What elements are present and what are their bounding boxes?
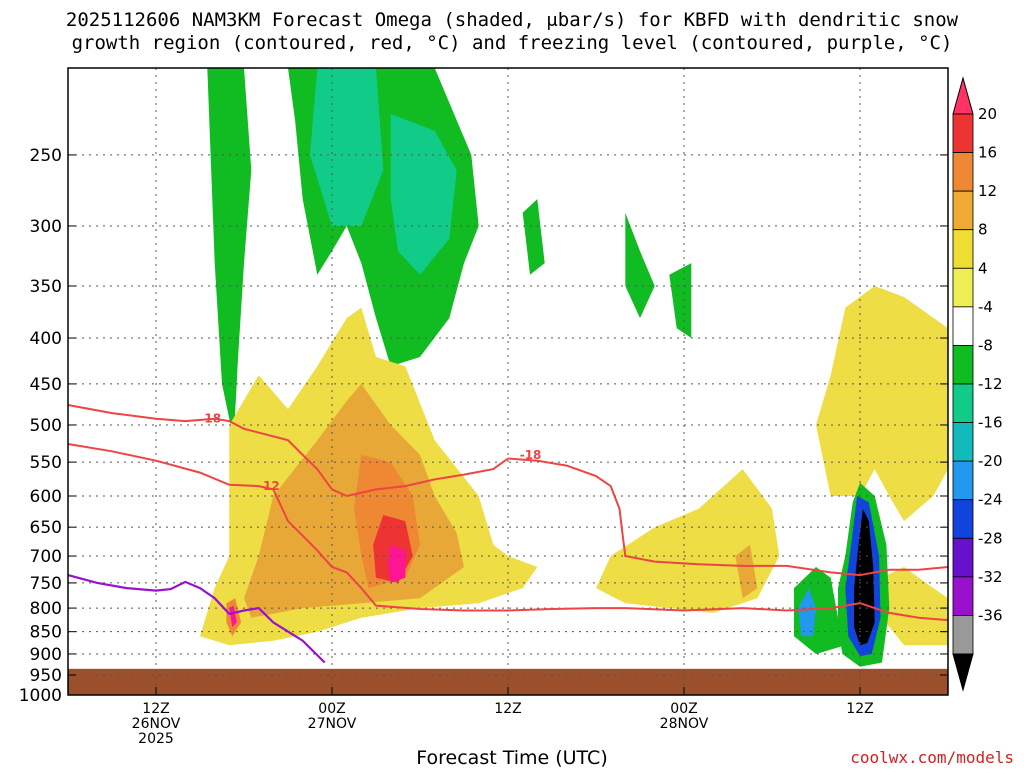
y-tick-label-850: 850 <box>30 623 62 643</box>
colorbar-label-10: -24 <box>978 491 1003 509</box>
colorbar: 20 16 12 8 4 -4 -8 -12 -16 -20 -24 -28 -32 -36 <box>952 76 1003 692</box>
contour-dgz-minus18-right <box>507 457 949 577</box>
colorbar-box-7 <box>952 345 974 385</box>
x-tick-label-18-0: 00Z <box>318 701 345 717</box>
colorbar-label-11: -28 <box>978 529 1003 547</box>
x-axis-title: Forecast Time (UTC) <box>416 747 608 769</box>
contour-label-dgz-minus18-left: 18 <box>204 412 221 426</box>
omega-region-descent-core-20 <box>387 544 406 583</box>
y-tick-label-1000: 1000 <box>19 686 62 706</box>
x-tick-label-6-0: 12Z <box>142 701 169 717</box>
y-tick-label-950: 950 <box>30 666 62 686</box>
colorbar-box-1 <box>952 113 974 153</box>
contour-label-dgz-minus12: 12 <box>263 479 280 493</box>
y-tick-label-750: 750 <box>30 574 62 594</box>
colorbar-box-12 <box>952 537 974 578</box>
contour-dgz-minus12 <box>67 443 949 622</box>
x-tick-label-18-1: 27NOV <box>308 716 357 732</box>
x-tick-label-6-2: 2025 <box>138 731 174 747</box>
omega-region-small-ascent-1 <box>522 199 545 275</box>
y-tick-label-450: 450 <box>30 375 62 395</box>
colorbar-box-2 <box>952 152 974 192</box>
colorbar-box-8 <box>952 383 974 423</box>
colorbar-box-5 <box>952 267 974 308</box>
y-tick-label-550: 550 <box>30 453 62 473</box>
colorbar-label-9: -20 <box>978 452 1003 470</box>
colorbar-box-13 <box>952 576 974 616</box>
colorbar-label-5: -4 <box>978 298 993 316</box>
colorbar-top-arrow <box>952 76 974 115</box>
contour-dgz-minus18-left <box>67 404 509 498</box>
colorbar-label-3: 8 <box>978 221 988 239</box>
colorbar-box-3 <box>952 190 974 231</box>
x-tick-label-30-0: 12Z <box>494 701 521 717</box>
axes-layer: 2503003504004505005506006507007508008509… <box>19 67 949 747</box>
contour-layer: 18 -18 12 <box>67 404 949 664</box>
colorbar-label-1: 16 <box>978 144 997 162</box>
omega-region-strong-ascent-core <box>854 508 875 646</box>
colorbar-box-11 <box>952 499 974 539</box>
x-tick-label-42-1: 28NOV <box>660 716 709 732</box>
x-tick-label-54-0: 12Z <box>846 701 873 717</box>
omega-region-descent-far-right <box>816 286 948 522</box>
omega-region-ascent-right-blue <box>798 588 816 637</box>
y-tick-label-600: 600 <box>30 487 62 507</box>
y-tick-label-800: 800 <box>30 599 62 619</box>
colorbar-label-0: 20 <box>978 105 997 123</box>
y-tick-label-250: 250 <box>30 146 62 166</box>
y-tick-label-400: 400 <box>30 329 62 349</box>
colorbar-box-10 <box>952 460 974 501</box>
colorbar-label-6: -8 <box>978 336 993 354</box>
x-tick-label-6-1: 26NOV <box>132 716 181 732</box>
omega-region-descent-right-8 <box>735 544 758 599</box>
colorbar-bottom-arrow <box>952 653 974 692</box>
omega-region-small-ascent-3 <box>669 263 692 338</box>
y-tick-label-900: 900 <box>30 645 62 665</box>
colorbar-label-2: 12 <box>978 182 997 200</box>
colorbar-label-7: -12 <box>978 375 1003 393</box>
y-tick-label-700: 700 <box>30 547 62 567</box>
omega-shading-layer <box>200 68 948 667</box>
x-tick-label-42-0: 00Z <box>670 701 697 717</box>
colorbar-label-12: -32 <box>978 568 1003 586</box>
colorbar-box-14 <box>952 615 974 655</box>
chart-title-line-2: growth region (contoured, red, °C) and f… <box>71 32 953 54</box>
omega-region-descent-right <box>596 469 780 613</box>
contour-label-dgz-minus18-right: -18 <box>520 448 542 462</box>
chart-title-line-1: 2025112606 NAM3KM Forecast Omega (shaded… <box>65 9 959 31</box>
colorbar-label-4: 4 <box>978 259 988 277</box>
y-tick-label-650: 650 <box>30 518 62 538</box>
omega-region-small-ascent-2 <box>625 212 655 319</box>
omega-region-descent-spot-left-core <box>229 605 237 628</box>
colorbar-box-6 <box>952 306 974 346</box>
y-tick-label-350: 350 <box>30 277 62 297</box>
y-tick-label-300: 300 <box>30 217 62 237</box>
omega-region-upper-ascent-left <box>207 68 252 441</box>
colorbar-label-8: -16 <box>978 414 1003 432</box>
y-tick-label-500: 500 <box>30 416 62 436</box>
site-credit-link[interactable]: coolwx.com/models <box>850 748 1014 767</box>
omega-region-upper-ascent-core-b <box>390 113 457 275</box>
contour-freezing-level <box>67 574 326 664</box>
colorbar-box-4 <box>952 229 974 269</box>
colorbar-box-9 <box>952 422 974 462</box>
omega-region-upper-ascent-core-a <box>310 68 384 226</box>
omega-region-descent-far-right-lower <box>882 567 948 646</box>
colorbar-label-13: -36 <box>978 606 1003 624</box>
